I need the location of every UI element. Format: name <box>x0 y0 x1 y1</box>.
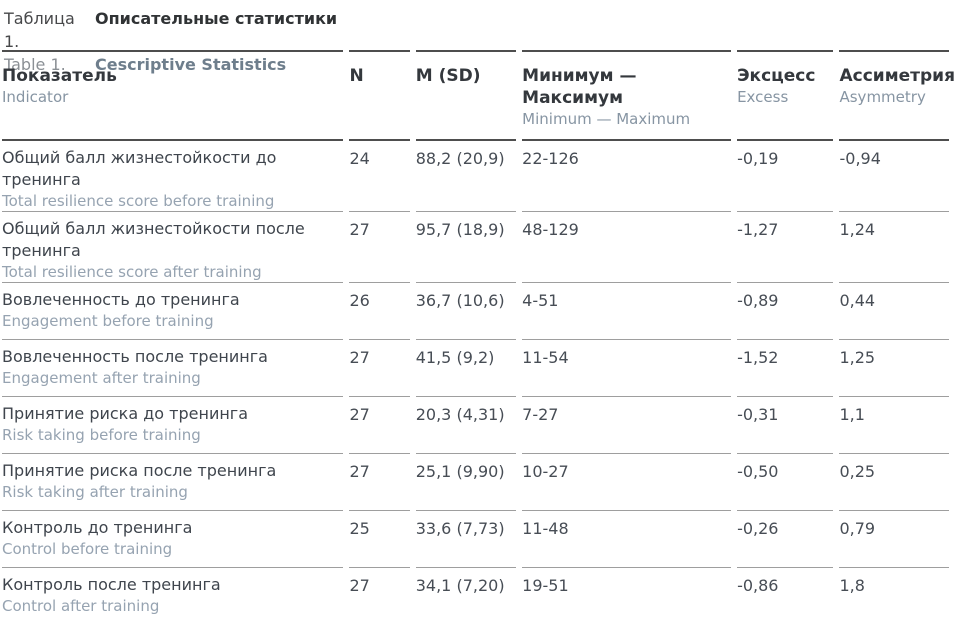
col-header-m-sd-ru: M (SD) <box>415 66 481 86</box>
caption-title-en: Cescriptive Statistics <box>95 55 287 74</box>
indicator-ru: Вовлеченность до тренинга <box>2 290 240 309</box>
excess-value: -1,27 <box>737 211 834 282</box>
excess-value: -1,52 <box>737 339 834 396</box>
m-sd-value: 25,1 (9,90) <box>415 453 517 510</box>
col-header-asymmetry-en: Asymmetry <box>839 88 926 106</box>
indicator-cell: Принятие риска до тренинга Risk taking b… <box>2 396 344 453</box>
n-value: 27 <box>349 339 410 396</box>
col-header-min-max-en: Minimum — Maximum <box>522 110 691 128</box>
table-row: Вовлеченность после тренинга Engagement … <box>2 339 949 396</box>
m-sd-value: 95,7 (18,9) <box>415 211 517 282</box>
excess-value: -0,89 <box>737 282 834 339</box>
n-value: 25 <box>349 510 410 567</box>
indicator-cell: Контроль после тренинга Control after tr… <box>2 567 344 624</box>
col-header-n: N <box>349 50 410 141</box>
table-row: Вовлеченность до тренинга Engagement bef… <box>2 282 949 339</box>
excess-value: -0,26 <box>737 510 834 567</box>
indicator-cell: Вовлеченность до тренинга Engagement bef… <box>2 282 344 339</box>
asymmetry-value: 0,25 <box>839 453 949 510</box>
indicator-en: Engagement before training <box>2 312 214 330</box>
m-sd-value: 34,1 (7,20) <box>415 567 517 624</box>
col-header-m-sd: M (SD) <box>415 50 517 141</box>
col-header-n-ru: N <box>349 66 364 86</box>
n-value: 24 <box>349 149 370 168</box>
asymmetry-value: 1,1 <box>839 396 949 453</box>
n-value: 27 <box>349 453 410 510</box>
col-header-indicator-ru: Показатель <box>2 66 117 86</box>
min-max-value: 19-51 <box>522 567 732 624</box>
m-sd-value: 33,6 (7,73) <box>415 510 517 567</box>
excess-value: -0,31 <box>737 396 834 453</box>
col-header-asymmetry: Ассиметрия Asymmetry <box>839 50 955 141</box>
indicator-ru: Принятие риска после тренинга <box>2 461 277 480</box>
descriptive-statistics-table: Показатель Indicator N M (SD) Минимум — … <box>0 50 955 624</box>
min-max-value: 7-27 <box>522 396 732 453</box>
table-row: Принятие риска до тренинга Risk taking b… <box>2 396 949 453</box>
indicator-en: Total resilience score before training <box>2 192 275 210</box>
table-row: Контроль до тренинга Control before trai… <box>2 510 949 567</box>
asymmetry-value: 1,25 <box>839 339 949 396</box>
indicator-en: Engagement after training <box>2 369 201 387</box>
min-max-value: 10-27 <box>522 453 732 510</box>
col-header-asymmetry-ru: Ассиметрия <box>839 66 955 86</box>
table-caption: Таблица 1. Описательные статистики Table… <box>0 0 955 74</box>
n-value: 27 <box>349 396 410 453</box>
indicator-cell: Вовлеченность после тренинга Engagement … <box>2 339 344 396</box>
col-header-excess-en: Excess <box>737 88 789 106</box>
table-row: Общий балл жизнестойкости после тренинга… <box>2 211 949 282</box>
col-header-min-max-ru: Минимум — Максимум <box>522 66 637 108</box>
n-value: 27 <box>349 211 410 282</box>
table-row: Принятие риска после тренинга Risk takin… <box>2 453 949 510</box>
excess-value: -0,19 <box>737 149 779 168</box>
indicator-en: Control after training <box>2 597 160 615</box>
indicator-en: Risk taking before training <box>2 426 201 444</box>
indicator-ru: Вовлеченность после тренинга <box>2 347 268 366</box>
m-sd-value: 20,3 (4,31) <box>415 396 517 453</box>
caption-title-ru: Описательные статистики <box>95 9 338 28</box>
col-header-min-max: Минимум — Максимум Minimum — Maximum <box>522 50 732 141</box>
col-header-excess: Эксцесс Excess <box>737 50 834 141</box>
min-max-value: 22-126 <box>522 149 579 168</box>
n-value: 27 <box>349 567 410 624</box>
min-max-value: 11-48 <box>522 510 732 567</box>
indicator-ru: Принятие риска до тренинга <box>2 404 249 423</box>
header-row: Показатель Indicator N M (SD) Минимум — … <box>2 50 955 141</box>
table-row: Общий балл жизнестойкости до тренинга To… <box>2 141 949 211</box>
indicator-ru: Общий балл жизнестойкости до тренинга <box>2 148 277 189</box>
asymmetry-value: -0,94 <box>839 149 881 168</box>
col-header-indicator-en: Indicator <box>2 88 69 106</box>
min-max-value: 11-54 <box>522 339 732 396</box>
min-max-value: 4-51 <box>522 282 732 339</box>
indicator-ru: Контроль после тренинга <box>2 575 221 594</box>
indicator-en: Total resilience score after training <box>2 263 262 281</box>
m-sd-value: 41,5 (9,2) <box>415 339 517 396</box>
indicator-cell: Общий балл жизнестойкости до тренинга To… <box>2 141 343 211</box>
caption-label-ru: Таблица 1. <box>4 9 75 51</box>
min-max-value: 48-129 <box>522 211 732 282</box>
indicator-cell: Принятие риска после тренинга Risk takin… <box>2 453 344 510</box>
indicator-ru: Контроль до тренинга <box>2 518 193 537</box>
m-sd-value: 36,7 (10,6) <box>415 282 517 339</box>
excess-value: -0,86 <box>737 567 834 624</box>
caption-label-en: Table 1. <box>4 55 66 74</box>
indicator-ru: Общий балл жизнестойкости после тренинга <box>2 219 305 260</box>
asymmetry-value: 0,44 <box>839 282 949 339</box>
indicator-en: Control before training <box>2 540 173 558</box>
indicator-cell: Контроль до тренинга Control before trai… <box>2 510 344 567</box>
asymmetry-value: 1,24 <box>839 211 949 282</box>
table-row: Контроль после тренинга Control after tr… <box>2 567 949 624</box>
asymmetry-value: 1,8 <box>839 567 949 624</box>
col-header-excess-ru: Эксцесс <box>737 66 816 86</box>
m-sd-value: 88,2 (20,9) <box>415 149 505 168</box>
indicator-en: Risk taking after training <box>2 483 188 501</box>
asymmetry-value: 0,79 <box>839 510 949 567</box>
n-value: 26 <box>349 282 410 339</box>
col-header-indicator: Показатель Indicator <box>2 50 344 141</box>
indicator-cell: Общий балл жизнестойкости после тренинга… <box>2 211 344 282</box>
excess-value: -0,50 <box>737 453 834 510</box>
